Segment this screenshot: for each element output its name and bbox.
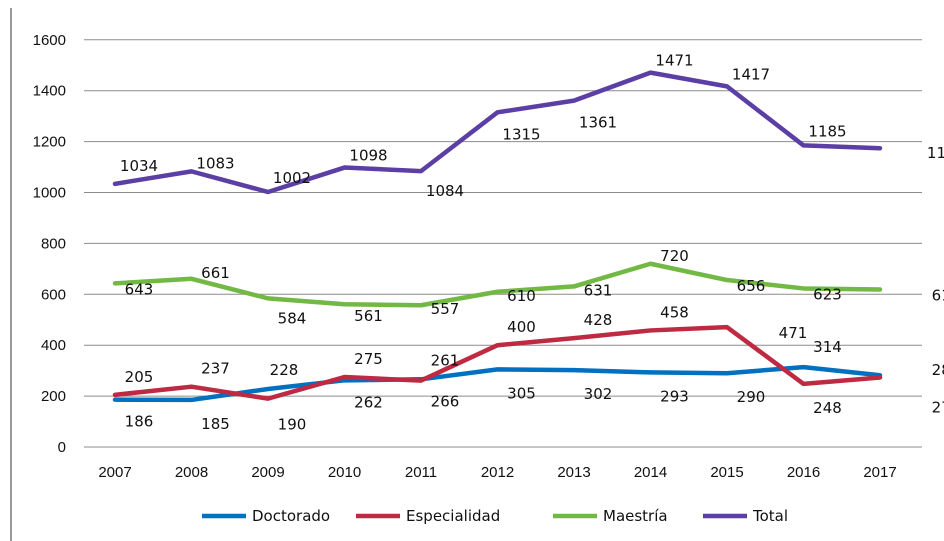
legend-label-maestría: Maestría <box>603 507 668 525</box>
data-label-total: 1185 <box>808 122 846 140</box>
x-tick-label: 2015 <box>710 464 743 481</box>
y-tick-label: 600 <box>41 286 66 303</box>
y-tick-label: 1600 <box>33 32 66 49</box>
data-label-doctorado: 305 <box>507 384 536 402</box>
x-tick-label: 2011 <box>405 464 437 481</box>
data-label-especialidad: 261 <box>431 352 460 370</box>
data-label-total: 1002 <box>273 169 311 187</box>
y-tick-label: 400 <box>41 337 66 354</box>
data-label-doctorado: 302 <box>584 385 613 403</box>
x-tick-label: 2008 <box>175 464 208 481</box>
data-label-doctorado: 290 <box>737 388 766 406</box>
data-label-total: 1083 <box>196 154 234 172</box>
x-tick-label: 2012 <box>481 464 514 481</box>
data-label-doctorado: 266 <box>431 392 460 410</box>
data-label-maestría: 619 <box>932 286 944 304</box>
data-label-doctorado: 314 <box>813 338 842 356</box>
y-tick-label: 0 <box>58 439 66 456</box>
data-labels: 186 185 228 262 266 305 302 293 290 314 282 205 237 1… <box>120 52 944 434</box>
data-label-doctorado: 228 <box>270 361 299 379</box>
data-label-maestría: 584 <box>278 309 307 327</box>
x-tick-label: 2010 <box>328 464 361 481</box>
data-label-especialidad: 471 <box>779 324 808 342</box>
legend: Doctorado Especialidad Maestría Total <box>202 507 788 525</box>
data-label-especialidad: 205 <box>125 368 154 386</box>
data-label-especialidad: 458 <box>660 303 689 321</box>
data-label-maestría: 610 <box>507 287 536 305</box>
data-label-maestría: 557 <box>431 300 460 318</box>
series-lines <box>112 70 883 403</box>
data-label-total: 1361 <box>579 114 617 132</box>
x-tick-label: 2007 <box>98 464 131 481</box>
data-label-maestría: 623 <box>813 285 842 303</box>
legend-label-total: Total <box>752 507 788 525</box>
y-tick-label: 1400 <box>33 83 66 100</box>
data-label-doctorado: 185 <box>201 415 230 433</box>
series-line-total <box>112 70 883 195</box>
data-label-especialidad: 428 <box>584 311 613 329</box>
data-label-doctorado: 293 <box>660 387 689 405</box>
data-label-total: 1084 <box>426 182 464 200</box>
x-tick-label: 2013 <box>557 464 590 481</box>
data-label-maestría: 561 <box>354 307 383 325</box>
x-tick-label: 2016 <box>787 464 820 481</box>
data-label-especialidad: 400 <box>507 318 536 336</box>
series-line-maestría <box>112 261 883 308</box>
y-tick-label: 800 <box>41 235 66 252</box>
legend-label-especialidad: Especialidad <box>406 507 500 525</box>
data-label-maestría: 631 <box>584 281 613 299</box>
y-axis-ticks: 0 200 400 600 800 1000 1200 1400 1600 <box>33 32 66 456</box>
data-label-doctorado: 262 <box>354 393 383 411</box>
data-label-total: 1471 <box>655 52 693 70</box>
y-tick-label: 1200 <box>33 134 66 151</box>
data-label-total: 1034 <box>120 157 158 175</box>
data-label-maestría: 656 <box>737 277 766 295</box>
data-label-especialidad: 237 <box>201 360 230 378</box>
data-label-doctorado: 282 <box>932 361 944 379</box>
gridlines <box>84 39 922 448</box>
x-tick-label: 2017 <box>863 464 896 481</box>
data-label-maestría: 720 <box>660 247 689 265</box>
data-label-total: 1315 <box>502 125 540 143</box>
data-label-maestría: 643 <box>125 280 154 298</box>
legend-label-doctorado: Doctorado <box>252 507 330 525</box>
data-label-especialidad: 273 <box>932 399 944 417</box>
data-label-doctorado: 186 <box>125 413 154 431</box>
data-label-total: 1098 <box>349 147 387 165</box>
data-label-maestría: 661 <box>201 264 230 282</box>
x-axis-ticks: 2007 2008 2009 2010 2011 2012 2013 2014 2015 2016… <box>98 464 896 481</box>
x-tick-label: 2009 <box>251 464 284 481</box>
y-tick-label: 200 <box>41 388 66 405</box>
y-tick-label: 1000 <box>33 185 66 202</box>
data-label-especialidad: 275 <box>354 350 383 368</box>
data-label-especialidad: 248 <box>813 399 842 417</box>
series-line-especialidad <box>112 324 883 401</box>
data-label-total: 1174 <box>927 144 944 162</box>
data-label-especialidad: 190 <box>278 416 307 434</box>
data-label-total: 1417 <box>732 65 770 83</box>
x-tick-label: 2014 <box>634 464 667 481</box>
